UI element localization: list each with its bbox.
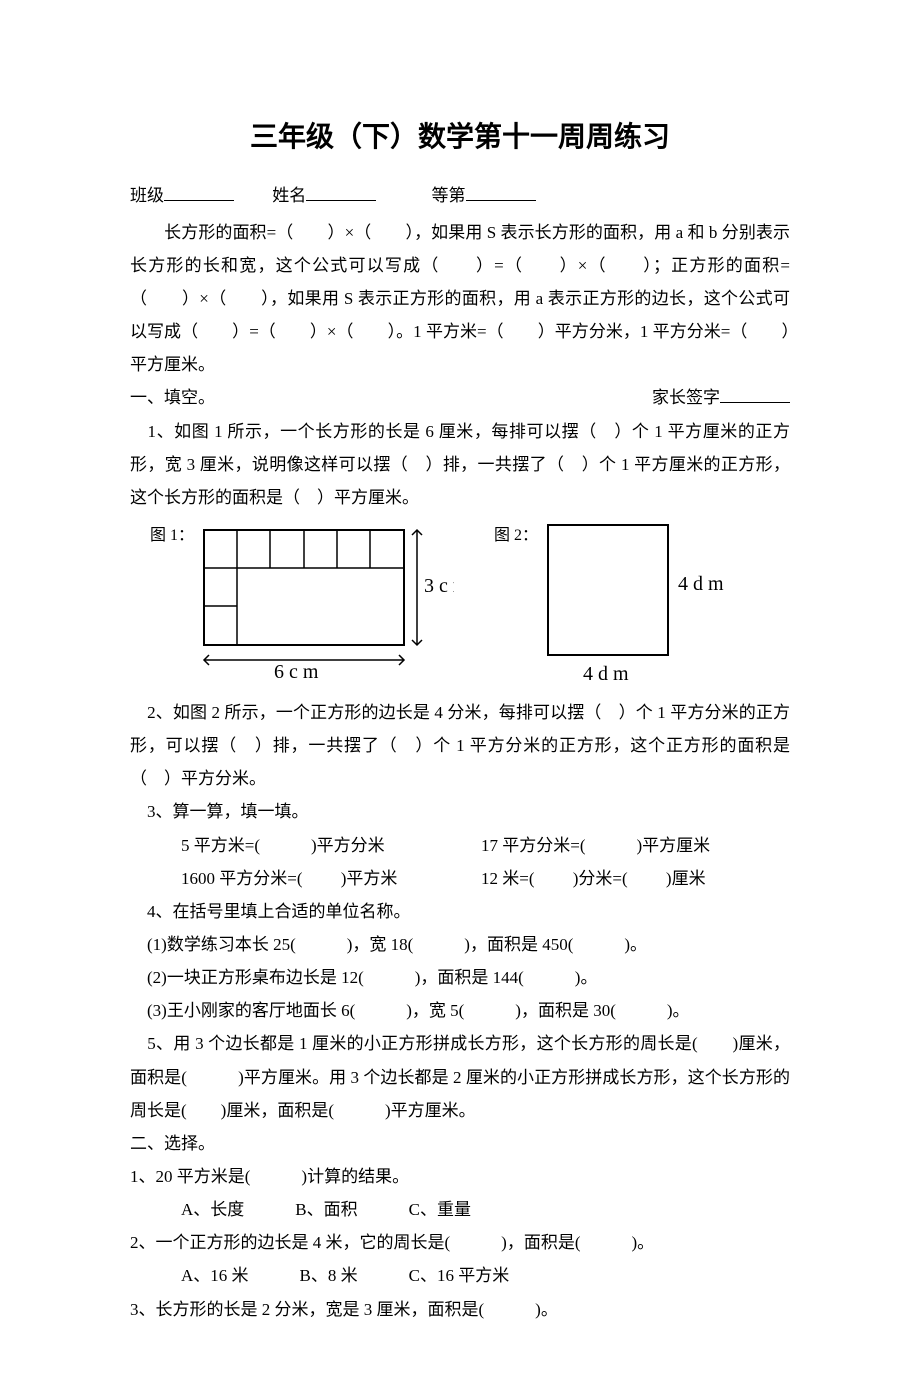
question-4-1: (1)数学练习本长 25( )，宽 18( )，面积是 450( )。 <box>130 928 790 961</box>
fig1-width-label: 6 c m <box>274 661 319 680</box>
question-4-head: 4、在括号里填上合适的单位名称。 <box>130 895 790 928</box>
q3a-right: 17 平方分米=( )平方厘米 <box>481 829 710 862</box>
name-blank <box>306 184 376 201</box>
section2-heading: 二、选择。 <box>130 1127 790 1160</box>
fig2-right-label: 4 d m <box>678 573 724 595</box>
class-blank <box>164 184 234 201</box>
section1-heading: 一、填空。 <box>130 381 215 414</box>
question-4-2: (2)一块正方形桌布边长是 12( )，面积是 144( )。 <box>130 961 790 994</box>
grade-label: 等第 <box>432 186 466 205</box>
class-label: 班级 <box>130 186 164 205</box>
s2-question-2: 2、一个正方形的边长是 4 米，它的周长是( )，面积是( )。 <box>130 1226 790 1259</box>
fig1-height-label: 3 c m <box>424 575 454 597</box>
intro-paragraph: 长方形的面积=（ ）×（ ），如果用 S 表示长方形的面积，用 a 和 b 分别… <box>130 216 790 382</box>
page-title: 三年级（下）数学第十一周周练习 <box>130 110 790 165</box>
question-5: 5、用 3 个边长都是 1 厘米的小正方形拼成长方形，这个长方形的周长是( )厘… <box>130 1027 790 1126</box>
q3a-left: 5 平方米=( )平方分米 <box>181 829 481 862</box>
parent-sign-blank <box>720 386 790 403</box>
q3b-left: 1600 平方分米=( )平方米 <box>181 862 481 895</box>
name-label: 姓名 <box>272 186 306 205</box>
question-2: 2、如图 2 所示，一个正方形的边长是 4 分米，每排可以摆（ ）个 1 平方分… <box>130 696 790 795</box>
parent-sign: 家长签字 <box>652 381 790 414</box>
s2-question-1: 1、20 平方米是( )计算的结果。 <box>130 1160 790 1193</box>
fig2-label: 图 2： <box>494 520 538 551</box>
s2-question-2-options: A、16 米 B、8 米 C、16 平方米 <box>130 1259 790 1292</box>
figures-row: 图 1： 3 c m 6 c m 图 2： 4 d m 4 d m <box>150 520 790 690</box>
fig1-label: 图 1： <box>150 520 194 551</box>
grade-blank <box>466 184 536 201</box>
q3b-right: 12 米=( )分米=( )厘米 <box>481 862 706 895</box>
figure-1: 3 c m 6 c m <box>194 520 454 680</box>
s2-question-1-options: A、长度 B、面积 C、重量 <box>130 1193 790 1226</box>
question-1: 1、如图 1 所示，一个长方形的长是 6 厘米，每排可以摆（ ）个 1 平方厘米… <box>130 415 790 514</box>
fig2-bottom-label: 4 d m <box>583 663 629 685</box>
question-4-3: (3)王小刚家的客厅地面长 6( )，宽 5( )，面积是 30( )。 <box>130 994 790 1027</box>
question-3-head: 3、算一算，填一填。 <box>130 795 790 828</box>
header-line: 班级 姓名 等第 <box>130 179 790 212</box>
section1-row: 一、填空。 家长签字 <box>130 381 790 414</box>
question-3-row-a: 5 平方米=( )平方分米 17 平方分米=( )平方厘米 <box>130 829 790 862</box>
figure-2: 4 d m 4 d m <box>538 520 738 690</box>
question-3-row-b: 1600 平方分米=( )平方米 12 米=( )分米=( )厘米 <box>130 862 790 895</box>
s2-question-3: 3、长方形的长是 2 分米，宽是 3 厘米，面积是( )。 <box>130 1293 790 1326</box>
